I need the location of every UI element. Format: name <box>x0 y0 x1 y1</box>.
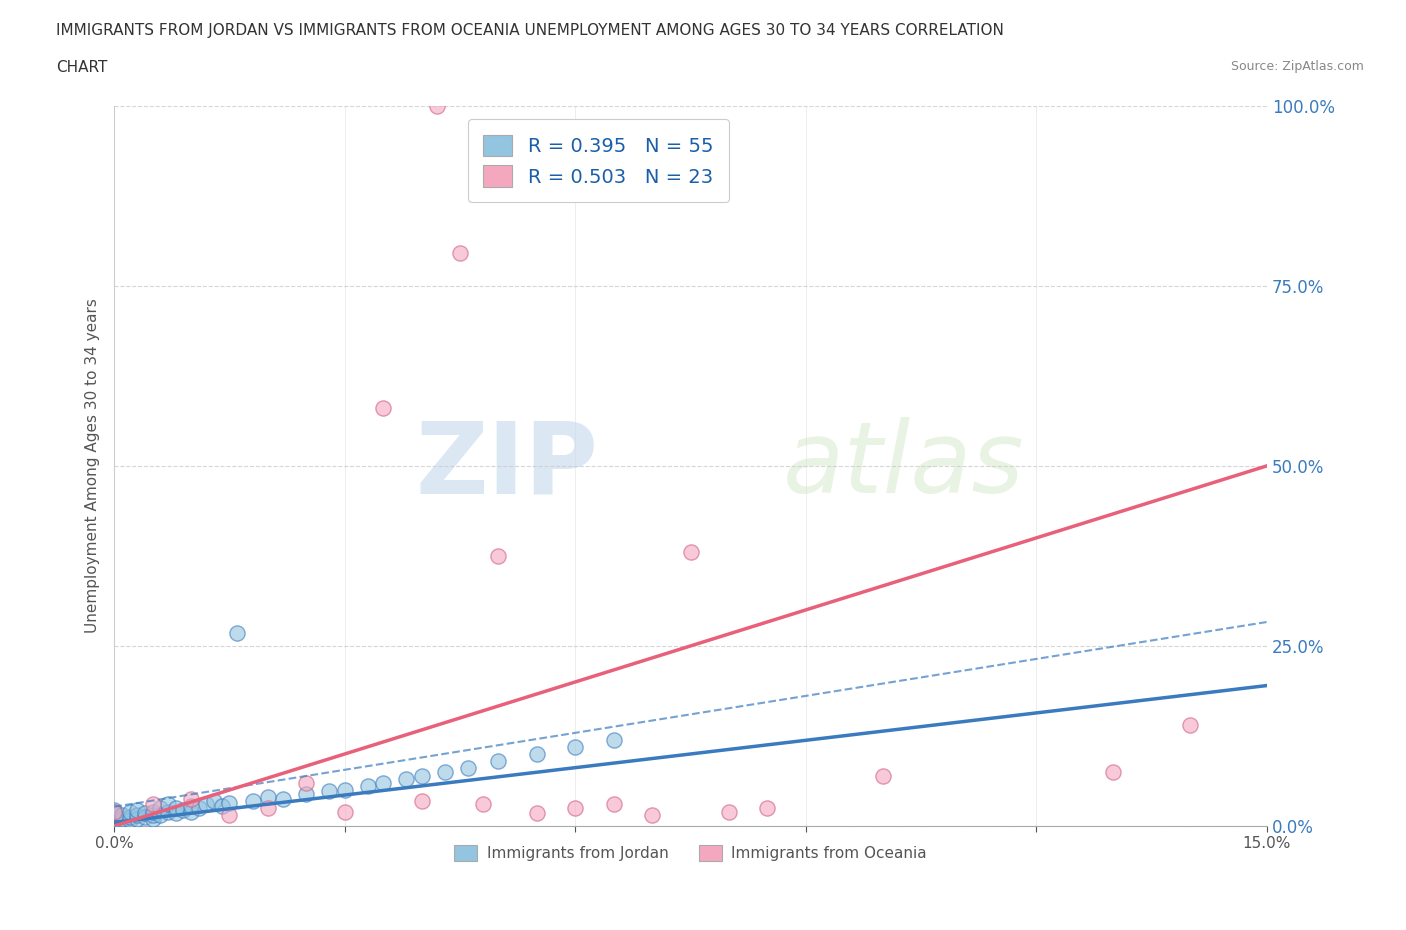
Legend: Immigrants from Jordan, Immigrants from Oceania: Immigrants from Jordan, Immigrants from … <box>447 838 934 869</box>
Point <box>486 753 509 768</box>
Point <box>103 804 125 819</box>
Text: Source: ZipAtlas.com: Source: ZipAtlas.com <box>1230 60 1364 73</box>
Point <box>180 798 202 813</box>
Point <box>103 818 125 833</box>
Point <box>564 801 586 816</box>
Point <box>641 808 664 823</box>
Point <box>318 784 340 799</box>
Point <box>156 804 179 819</box>
Text: ZIP: ZIP <box>415 418 599 514</box>
Point <box>526 747 548 762</box>
Point <box>142 808 165 823</box>
Point <box>433 764 456 779</box>
Point <box>226 626 249 641</box>
Point <box>242 793 264 808</box>
Point <box>127 808 149 823</box>
Point <box>103 805 125 820</box>
Point <box>333 804 356 819</box>
Point <box>872 768 894 783</box>
Text: IMMIGRANTS FROM JORDAN VS IMMIGRANTS FROM OCEANIA UNEMPLOYMENT AMONG AGES 30 TO : IMMIGRANTS FROM JORDAN VS IMMIGRANTS FRO… <box>56 23 1004 38</box>
Point <box>271 791 294 806</box>
Point <box>1178 718 1201 733</box>
Y-axis label: Unemployment Among Ages 30 to 34 years: Unemployment Among Ages 30 to 34 years <box>86 299 100 633</box>
Point <box>118 813 141 828</box>
Point <box>1102 764 1125 779</box>
Point <box>756 801 779 816</box>
Point <box>103 811 125 826</box>
Point <box>103 813 125 828</box>
Point <box>103 803 125 817</box>
Point <box>218 795 240 810</box>
Point <box>211 798 233 813</box>
Point <box>411 793 433 808</box>
Point <box>602 732 624 747</box>
Point <box>395 772 418 787</box>
Point <box>257 801 280 816</box>
Point <box>142 804 165 819</box>
Point <box>142 811 165 826</box>
Point <box>373 401 395 416</box>
Point <box>149 808 172 823</box>
Text: CHART: CHART <box>56 60 108 75</box>
Point <box>165 805 187 820</box>
Point <box>118 804 141 819</box>
Point <box>187 801 209 816</box>
Point <box>333 782 356 797</box>
Point <box>373 776 395 790</box>
Text: atlas: atlas <box>783 418 1025 514</box>
Point <box>486 549 509 564</box>
Point <box>103 808 125 823</box>
Point <box>411 768 433 783</box>
Point <box>218 808 240 823</box>
Point <box>257 790 280 804</box>
Point <box>103 804 125 819</box>
Point <box>564 739 586 754</box>
Point <box>103 818 125 833</box>
Point <box>180 804 202 819</box>
Point <box>111 815 134 830</box>
Point <box>717 804 740 819</box>
Point <box>202 793 225 808</box>
Point <box>472 797 495 812</box>
Point <box>111 808 134 823</box>
Point <box>295 786 318 801</box>
Point <box>295 776 318 790</box>
Point <box>134 810 156 825</box>
Point <box>602 797 624 812</box>
Point <box>457 761 479 776</box>
Point <box>118 810 141 825</box>
Point <box>103 810 125 825</box>
Point <box>142 797 165 812</box>
Point <box>156 797 179 812</box>
Point <box>149 801 172 816</box>
Point <box>449 246 471 260</box>
Point <box>426 99 449 113</box>
Point <box>679 545 702 560</box>
Point <box>172 803 194 817</box>
Point <box>134 805 156 820</box>
Point <box>195 797 218 812</box>
Point <box>357 779 380 794</box>
Point <box>180 791 202 806</box>
Point <box>103 815 125 830</box>
Point <box>111 811 134 826</box>
Point <box>165 801 187 816</box>
Point <box>127 803 149 817</box>
Point <box>127 811 149 826</box>
Point <box>526 805 548 820</box>
